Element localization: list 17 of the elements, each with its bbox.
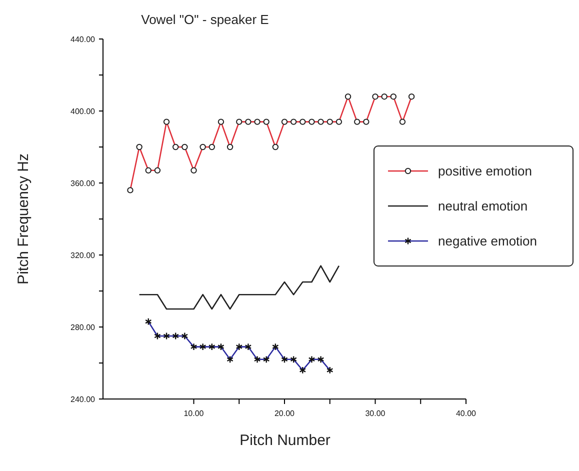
x-tick-label: 40.00 — [456, 409, 477, 418]
y-tick-label: 320.00 — [70, 250, 96, 260]
x-tick-label: 30.00 — [365, 409, 386, 418]
chart-title: Vowel "O" - speaker E — [141, 12, 270, 27]
legend-label: negative emotion — [438, 234, 538, 249]
x-axis-title: Pitch Number — [240, 432, 330, 449]
legend-label: positive emotion — [438, 164, 532, 179]
x-tick-label: 10.00 — [184, 409, 204, 418]
y-tick-label: 440.00 — [70, 34, 96, 44]
y-tick-label: 280.00 — [70, 322, 96, 332]
legend-label: neutral emotion — [438, 198, 528, 214]
y-tick-label: 400.00 — [70, 106, 96, 116]
y-tick-label: 360.00 — [70, 178, 96, 188]
y-axis-title: Pitch Frequency Hz — [15, 154, 32, 284]
y-tick-label: 240.00 — [70, 394, 96, 404]
x-tick-label: 20.00 — [274, 409, 296, 418]
line-series — [138, 265, 340, 310]
